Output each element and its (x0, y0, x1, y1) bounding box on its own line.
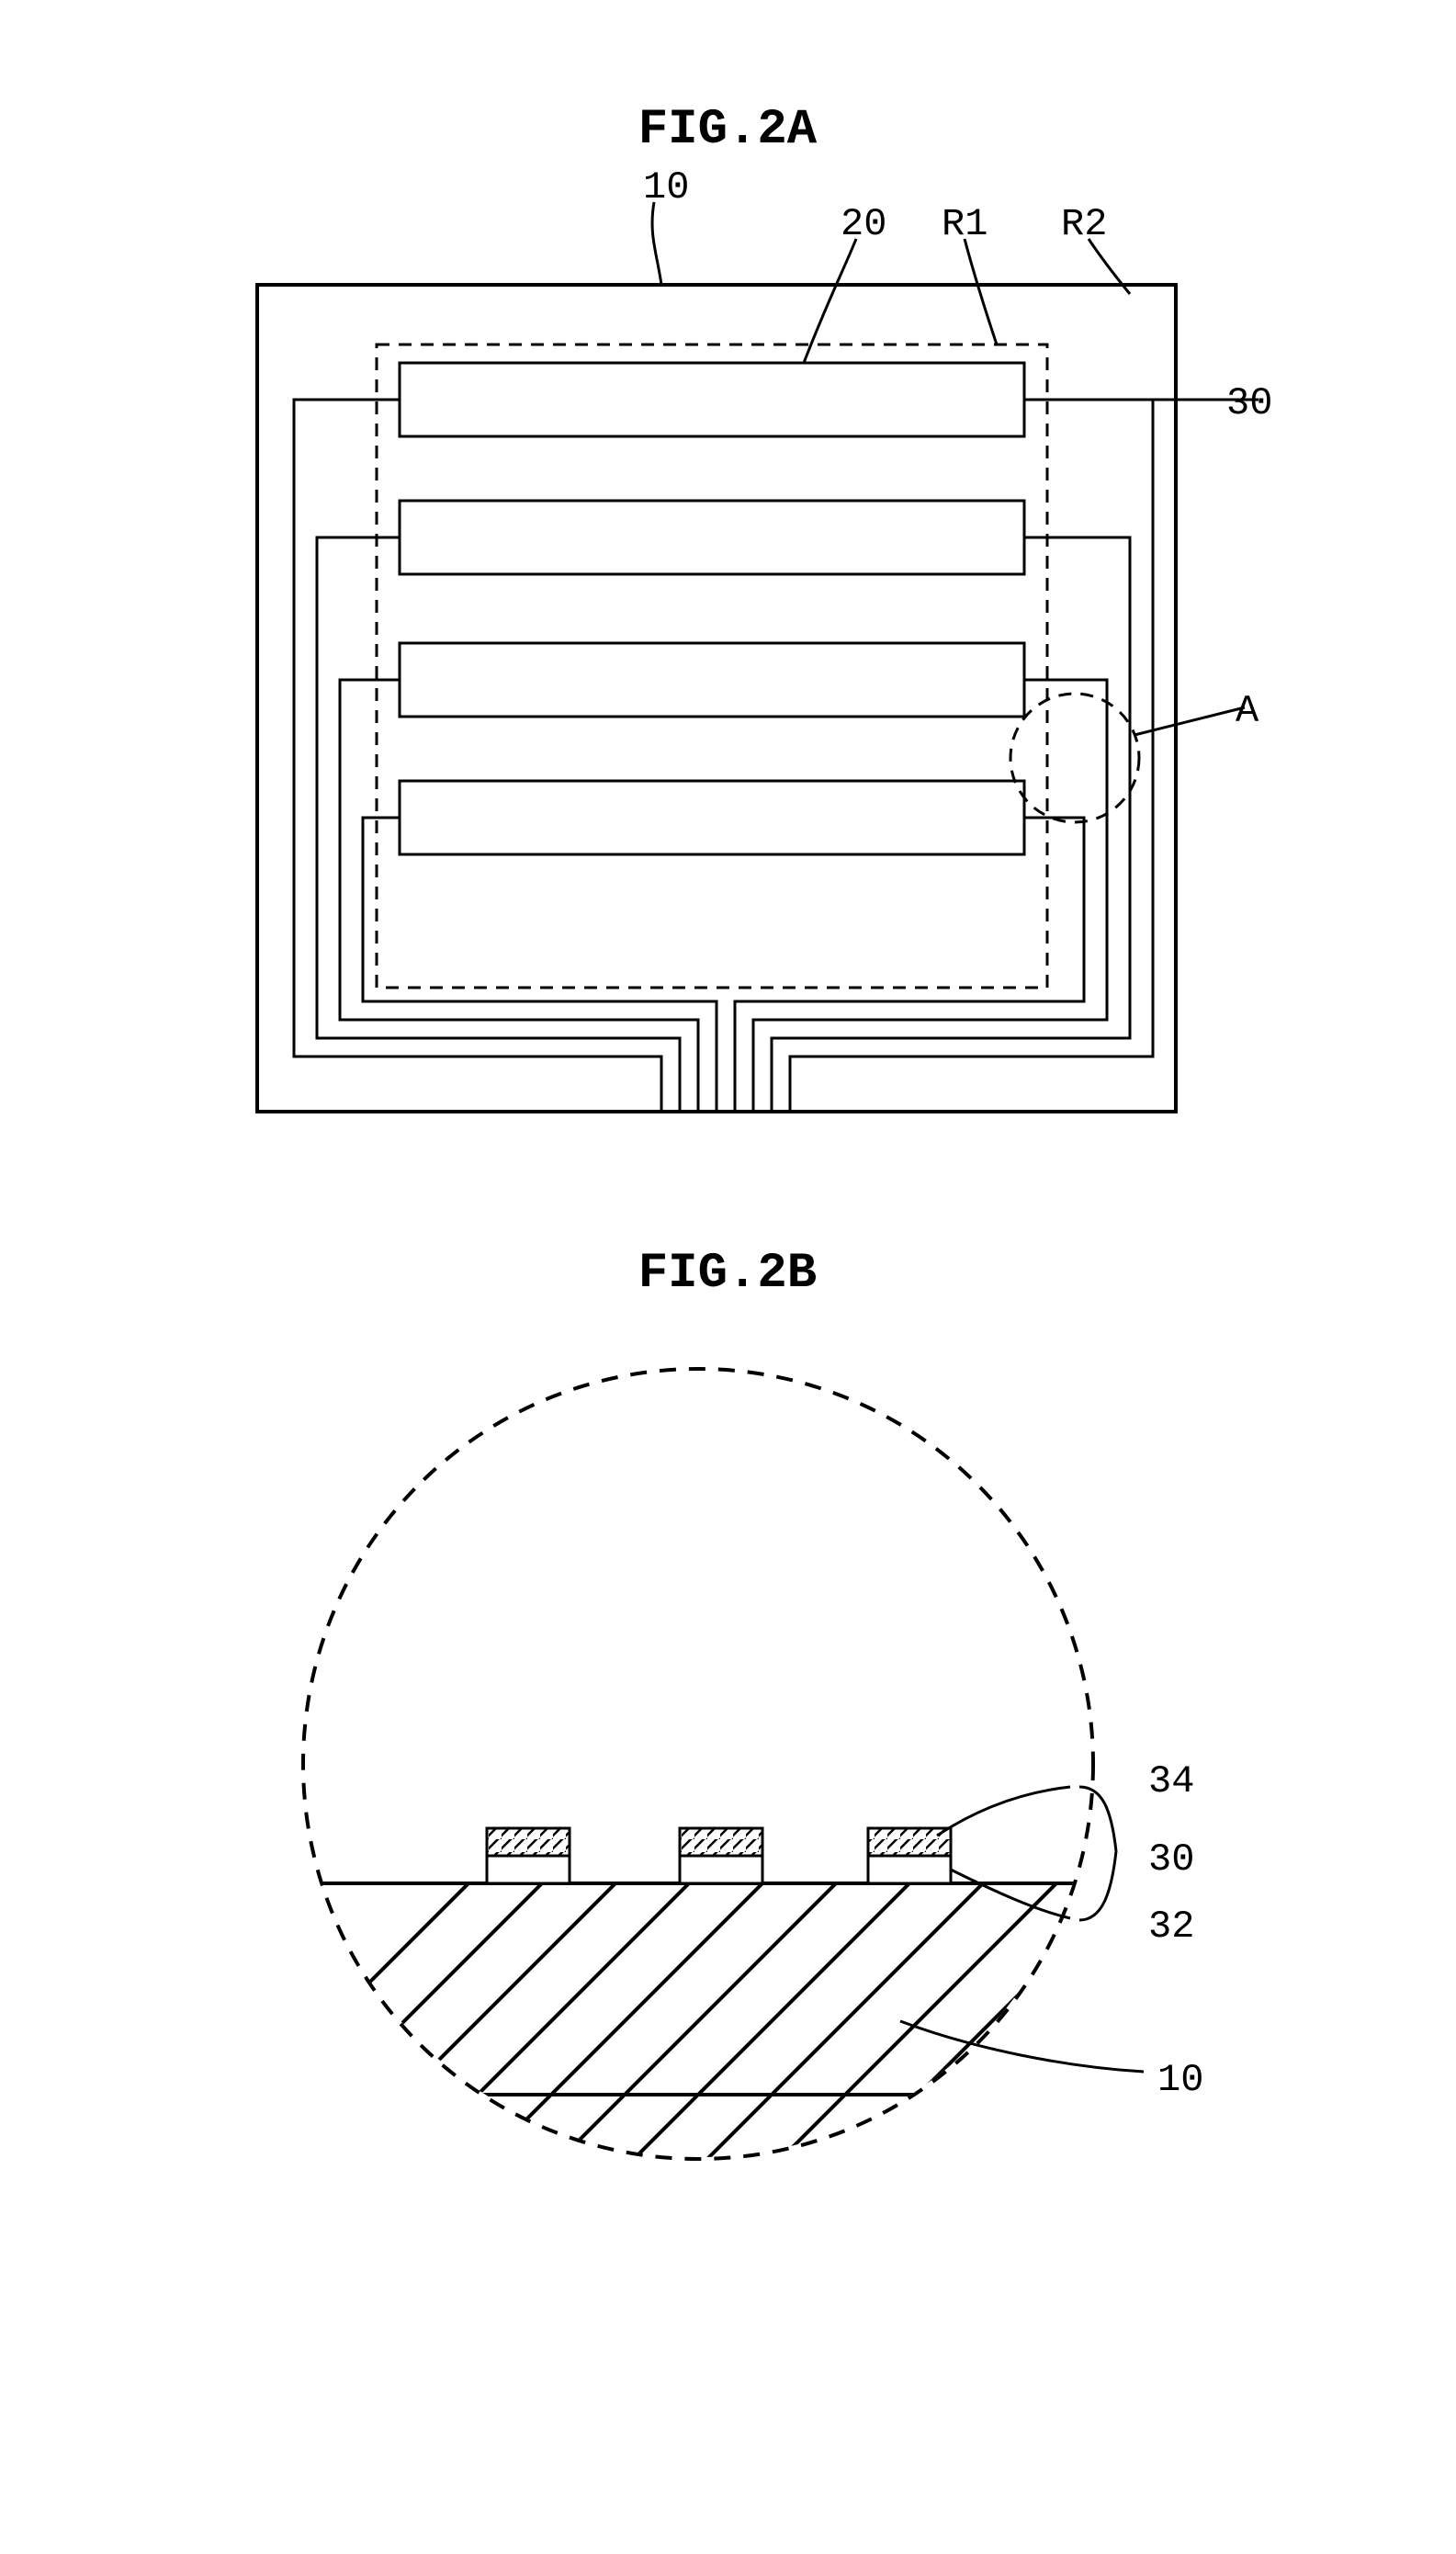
trace3-layer34 (868, 1828, 951, 1856)
electrode-2 (400, 501, 1024, 574)
label-30-group: 30 (1153, 381, 1272, 425)
ref-A: A (1236, 689, 1259, 733)
label-10-group: 10 (643, 165, 689, 285)
ref-34: 34 (1148, 1759, 1194, 1803)
leader-A (1134, 707, 1245, 735)
label-R1-group: R1 (942, 202, 997, 345)
leader-34 (937, 1787, 1070, 1836)
traces-cross-section (487, 1828, 951, 1883)
leader-32 (951, 1870, 1070, 1918)
dashed-rect-R1 (377, 345, 1047, 988)
detail-circle-A (1010, 694, 1139, 822)
fig-2b-title: FIG.2B (638, 1246, 817, 1302)
label-R2-group: R2 (1061, 202, 1130, 294)
leader-10 (652, 202, 661, 285)
ref-R2: R2 (1061, 202, 1107, 246)
substrate-group (147, 1883, 1213, 2205)
electrode-1 (400, 363, 1024, 436)
trace1-layer34 (487, 1828, 570, 1856)
page: FIG.2A 10 20 R1 R2 (0, 0, 1456, 2549)
ref-R1: R1 (942, 202, 988, 246)
ref-10b: 10 (1157, 2058, 1203, 2102)
diagram-svg: FIG.2A 10 20 R1 R2 (0, 0, 1456, 2549)
electrode-3 (400, 643, 1024, 717)
trace2-layer32 (680, 1856, 762, 1883)
trace2-layer34 (680, 1828, 762, 1856)
ref-30: 30 (1226, 381, 1272, 425)
ref-32: 32 (1148, 1904, 1194, 1949)
ref-20: 20 (841, 202, 886, 246)
label-10b-group: 10 (900, 2021, 1203, 2102)
leader-10b (900, 2021, 1144, 2072)
ref-10: 10 (643, 165, 689, 209)
label-30b-group: 30 (1079, 1787, 1194, 1920)
label-34-group: 34 (937, 1759, 1194, 1836)
substrate-hatch-group (147, 1883, 1203, 2205)
electrode-4 (400, 781, 1024, 854)
leader-R1 (965, 239, 997, 345)
trace1-layer32 (487, 1856, 570, 1883)
trace3-layer32 (868, 1856, 951, 1883)
bracket-30 (1079, 1787, 1116, 1920)
ref-30b: 30 (1148, 1837, 1194, 1882)
label-20-group: 20 (804, 202, 886, 363)
fig-2a-title: FIG.2A (638, 102, 818, 158)
